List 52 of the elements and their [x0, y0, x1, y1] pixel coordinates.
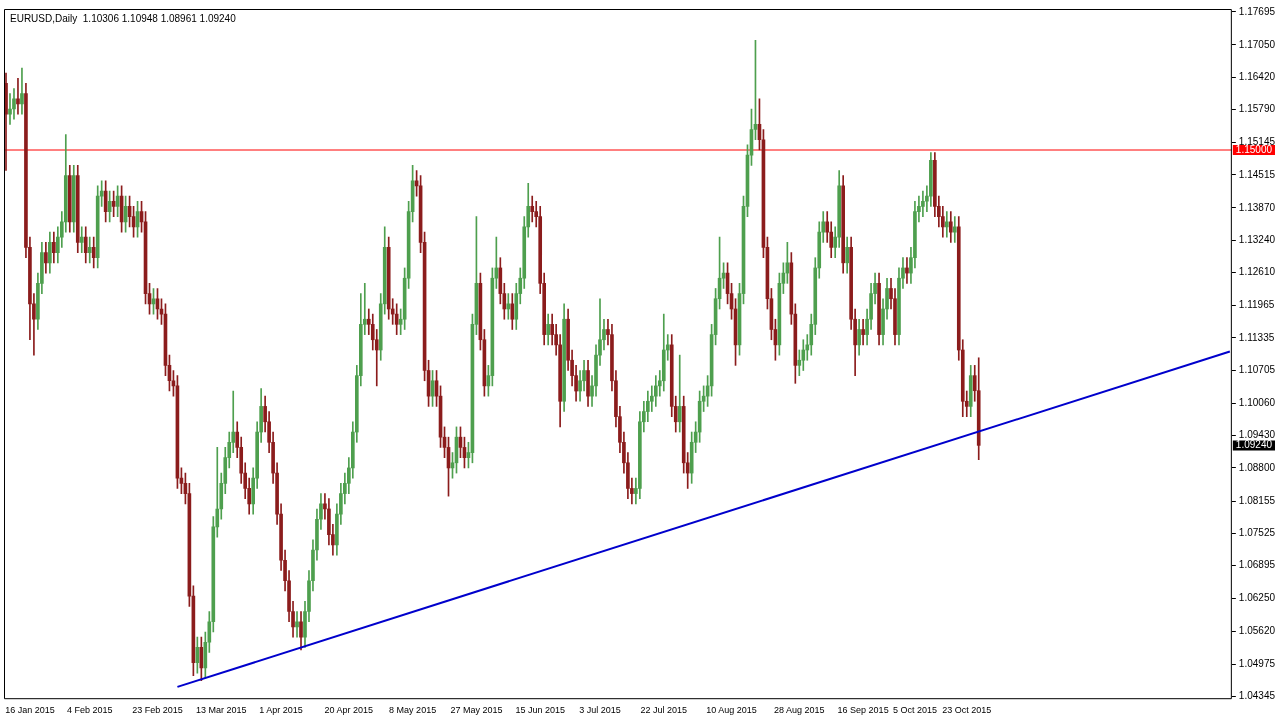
x-tick-label: 16 Jan 2015 [5, 705, 55, 716]
candlestick [87, 236, 92, 264]
y-tick-label: 1.13870 [1238, 201, 1276, 213]
y-tick-label: 1.13240 [1238, 234, 1276, 246]
y-tick-label: 1.17695 [1238, 5, 1276, 17]
candlestick [861, 318, 865, 346]
candlestick [921, 190, 925, 218]
y-tick-label: 1.11335 [1238, 331, 1275, 343]
y-tick-label: 1.16420 [1238, 70, 1276, 82]
x-tick-label: 15 Jun 2015 [515, 705, 565, 716]
y-tick-label: 1.14515 [1238, 168, 1276, 180]
candlestick [677, 354, 682, 433]
x-tick-label: 20 Apr 2015 [324, 705, 374, 716]
y-tick-label: 1.15790 [1238, 103, 1276, 115]
y-tick-label: 1.04345 [1238, 690, 1276, 702]
y-tick-label: 1.04975 [1238, 657, 1276, 669]
y-tick-label: 1.12610 [1238, 266, 1276, 278]
x-tick-label: 22 Jul 2015 [640, 705, 688, 716]
y-tick-label: 1.17050 [1238, 38, 1276, 50]
candlestick [16, 77, 20, 115]
y-tick-label: 1.07525 [1238, 527, 1276, 539]
x-tick-label: 23 Oct 2015 [942, 705, 992, 716]
candlestick [295, 611, 299, 638]
x-tick-label: 5 Oct 2015 [892, 705, 937, 716]
y-tick-label: 1.06250 [1238, 592, 1276, 604]
x-tick-label: 27 May 2015 [450, 705, 503, 716]
y-tick-label: 1.10060 [1238, 397, 1276, 409]
y-tick-label: 1.09430 [1238, 429, 1276, 441]
candlestick [944, 211, 949, 238]
y-tick-label: 1.11965 [1238, 299, 1275, 311]
candlestick [952, 216, 957, 243]
x-tick-label: 3 Jul 2015 [579, 705, 621, 716]
x-tick-label: 23 Feb 2015 [132, 705, 183, 716]
y-tick-label: 1.06895 [1238, 559, 1276, 571]
y-tick-label: 1.08800 [1238, 461, 1276, 473]
candlestick [79, 226, 84, 253]
candlestick [530, 195, 535, 223]
x-tick-label: 1 Apr 2015 [259, 705, 303, 716]
candlestick [20, 67, 24, 115]
y-tick-label: 1.08155 [1238, 494, 1276, 506]
candlestick [905, 257, 909, 284]
x-tick-label: 13 Mar 2015 [196, 705, 247, 716]
chart-title: EURUSD,Daily 1.10306 1.10948 1.08961 1.09240 [10, 12, 237, 24]
candlestick [506, 293, 511, 320]
x-tick-label: 28 Aug 2015 [774, 705, 825, 716]
x-tick-label: 10 Aug 2015 [706, 705, 757, 716]
y-tick-label: 1.10705 [1238, 364, 1276, 375]
text: 1.09240 [1235, 439, 1273, 451]
x-tick-label: 4 Feb 2015 [66, 705, 113, 716]
x-tick-label: 16 Sep 2015 [837, 705, 889, 716]
x-tick-label: 8 May 2015 [389, 705, 437, 716]
y-tick-label: 1.05620 [1238, 624, 1276, 636]
